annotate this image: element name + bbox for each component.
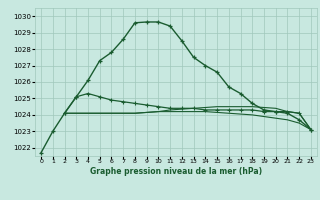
- X-axis label: Graphe pression niveau de la mer (hPa): Graphe pression niveau de la mer (hPa): [90, 167, 262, 176]
